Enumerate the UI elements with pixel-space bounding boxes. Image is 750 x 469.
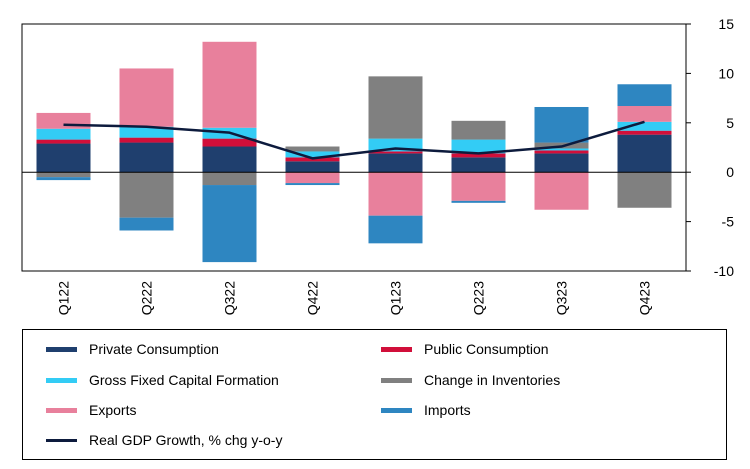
bar-segment	[451, 139, 506, 154]
y-tick-label: 5	[726, 115, 734, 131]
bar-segment	[617, 130, 672, 135]
bar-segment	[202, 41, 257, 128]
legend-swatch	[46, 438, 77, 442]
x-tick-label: Q123	[388, 281, 404, 315]
bars	[36, 41, 672, 263]
bar-segment	[534, 172, 589, 210]
legend-item-gross-fixed-capital-formation: Gross Fixed Capital Formation	[46, 370, 279, 390]
bar-segment	[119, 137, 174, 143]
legend: Private Consumption Public Consumption G…	[22, 329, 727, 460]
bar-segment	[202, 172, 257, 186]
bar-segment	[285, 172, 340, 184]
x-tick-label: Q323	[554, 281, 570, 315]
legend-swatch	[381, 377, 412, 383]
legend-swatch	[381, 346, 412, 352]
bar-segment	[451, 120, 506, 140]
bar-segment	[534, 150, 589, 154]
legend-swatch	[46, 377, 77, 383]
bar-segment	[617, 84, 672, 107]
legend-item-public-consumption: Public Consumption	[381, 339, 549, 359]
legend-label: Gross Fixed Capital Formation	[89, 372, 279, 388]
legend-item-change-in-inventories: Change in Inventories	[381, 370, 560, 390]
bar-segment	[202, 138, 257, 147]
x-tick-label: Q422	[305, 281, 321, 315]
x-tick-label: Q122	[56, 281, 72, 315]
bar-segment	[534, 106, 589, 143]
bar-segment	[202, 185, 257, 263]
legend-label: Real GDP Growth, % chg y-o-y	[89, 432, 283, 448]
bar-segment	[451, 157, 506, 173]
legend-label: Public Consumption	[424, 341, 549, 357]
bar-segment	[285, 161, 340, 173]
legend-swatch	[381, 407, 412, 413]
legend-item-real-gdp-growth: Real GDP Growth, % chg y-o-y	[46, 430, 282, 450]
bar-segment	[36, 139, 91, 144]
bar-segment	[202, 146, 257, 173]
bar-segment	[617, 121, 672, 131]
bar-segment	[617, 134, 672, 173]
legend-label: Change in Inventories	[424, 372, 561, 388]
y-tick-label: 0	[726, 164, 734, 180]
y-tick-label: -5	[722, 214, 735, 230]
bar-segment	[119, 68, 174, 127]
legend-item-private-consumption: Private Consumption	[46, 339, 219, 359]
gdp-growth-line	[63, 120, 645, 160]
bar-segment	[451, 172, 506, 201]
bar-segment	[368, 215, 423, 244]
x-tick-label: Q322	[222, 281, 238, 315]
legend-swatch	[46, 346, 77, 352]
bar-segment	[285, 183, 340, 186]
x-tick-label: Q423	[637, 281, 653, 315]
legend-label: Private Consumption	[89, 341, 219, 357]
bar-segment	[119, 142, 174, 173]
bar-segment	[534, 148, 589, 151]
chart: -10 -5 0 5 10 15 Q122 Q222 Q322 Q422 Q123 Q223 Q323…	[21, 16, 734, 315]
bar-segment	[285, 151, 340, 158]
bar-segment	[36, 177, 91, 181]
bar-segment	[368, 172, 423, 216]
bar-segment	[119, 126, 174, 138]
bar-segment	[617, 172, 672, 208]
bar-segment	[368, 153, 423, 173]
legend-item-exports: Exports	[46, 400, 136, 420]
bar-segment	[368, 76, 423, 139]
y-tick-label: 15	[718, 16, 734, 32]
bar-segment	[451, 200, 506, 203]
bar-segment	[285, 146, 340, 152]
x-axis: Q122 Q222 Q322 Q422 Q123 Q223 Q323 Q423	[56, 281, 653, 315]
bar-segment	[119, 172, 174, 218]
x-tick-label: Q223	[471, 281, 487, 315]
y-tick-label: 10	[718, 65, 734, 81]
bar-segment	[36, 172, 91, 178]
legend-label: Imports	[424, 402, 471, 418]
bar-segment	[36, 128, 91, 140]
legend-item-imports: Imports	[381, 400, 471, 420]
bar-segment	[451, 153, 506, 158]
bar-segment	[368, 151, 423, 154]
legend-swatch	[46, 407, 77, 413]
y-tick-label: -10	[714, 263, 734, 279]
bar-segment	[617, 106, 672, 122]
legend-label: Exports	[89, 402, 137, 418]
x-tick-label: Q222	[139, 281, 155, 315]
bar-segment	[119, 217, 174, 231]
bar-segment	[36, 143, 91, 173]
bar-segment	[534, 153, 589, 173]
y-axis: -10 -5 0 5 10 15	[686, 16, 734, 279]
